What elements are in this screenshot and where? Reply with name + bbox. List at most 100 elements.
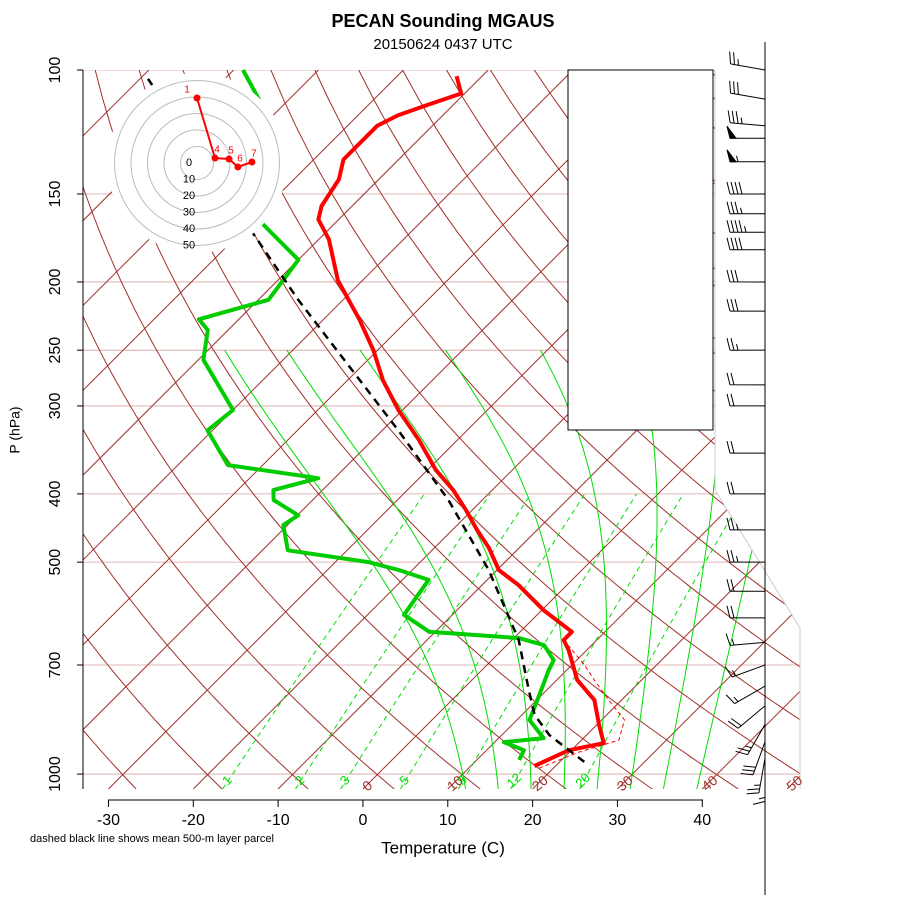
y-tick-label: 100 (47, 57, 64, 84)
note: dashed black line shows mean 500-m layer… (30, 833, 274, 845)
barb-shaft (726, 517, 766, 531)
mixing-ratio-line (399, 493, 586, 789)
wind-barb (726, 220, 766, 233)
y-tick-label: 500 (47, 549, 64, 576)
hodograph-ring (180, 146, 214, 180)
x-tick-label: -20 (182, 812, 205, 829)
moist-adiabat (359, 349, 532, 789)
dry-adiabat (358, 70, 800, 789)
profile-line (538, 639, 625, 769)
x-tick-label: 40 (693, 812, 711, 829)
barb-shaft (729, 51, 766, 71)
y-tick-label: 400 (47, 480, 64, 507)
barb-shaft (726, 440, 766, 454)
hodograph-point-label: 6 (237, 154, 243, 165)
stats-box (567, 69, 714, 431)
dry-adiabat (226, 70, 800, 789)
wind-barb (725, 685, 766, 705)
hodograph-point (211, 154, 219, 162)
hodograph-ring (114, 80, 280, 246)
isotherm (83, 70, 574, 789)
wind-barb (726, 149, 766, 163)
wind-barb (726, 125, 766, 139)
barb-shaft (726, 579, 766, 592)
wind-barb (726, 338, 766, 351)
x-tick-label: -10 (267, 812, 290, 829)
hodograph-ring-label: 50 (183, 239, 195, 251)
x-tick-label: 30 (609, 812, 627, 829)
wind-barb (727, 110, 766, 127)
dry-adiabat (83, 70, 223, 789)
barb-shaft (727, 705, 766, 729)
x-tick-label: 0 (358, 812, 367, 829)
hodograph-point-label: 7 (251, 149, 257, 160)
barb-shaft (726, 393, 766, 407)
barb-shaft (726, 220, 766, 233)
y-tick-label: 250 (47, 337, 64, 364)
x-tick-label: 10 (439, 812, 457, 829)
hodograph-ring-label: 10 (183, 173, 195, 185)
barb-shaft (726, 338, 766, 351)
isotherm (532, 70, 800, 789)
wind-barb (752, 766, 766, 805)
barb-shaft (726, 181, 766, 195)
barb-shaft (752, 766, 766, 805)
barb-shaft (726, 550, 766, 563)
dry-adiabat (270, 70, 800, 789)
y-tick-label: 700 (47, 652, 64, 679)
wind-barb (726, 237, 766, 251)
hodograph-point (248, 158, 256, 166)
wind-barb (724, 664, 766, 678)
moist-adiabat (540, 349, 607, 789)
moist-adiabat (629, 350, 658, 789)
dry-adiabat (83, 70, 309, 789)
x-tick-label: 20 (524, 812, 542, 829)
hodograph-background (107, 73, 287, 253)
hodograph-point-label: 1 (184, 85, 190, 96)
wind-barb (726, 201, 766, 215)
wind-barb (727, 705, 766, 729)
wind-barb (726, 605, 766, 619)
wind-barb (726, 269, 766, 283)
mixing-ratio-line (579, 493, 746, 789)
wind-barb (729, 51, 766, 71)
y-axis-label: P (hPa) (7, 406, 23, 453)
barb-shaft (746, 758, 766, 795)
profile-line (145, 75, 586, 763)
wind-barb (725, 633, 766, 646)
wind-barb (740, 741, 766, 776)
hodograph-point-label: 5 (228, 146, 234, 157)
hodograph-point-label: 4 (214, 145, 220, 156)
wind-barb (726, 579, 766, 592)
barb-shaft (729, 80, 766, 100)
barb-shaft (727, 110, 766, 127)
y-tick-label: 300 (47, 392, 64, 419)
hodograph-ring (163, 129, 231, 197)
barb-shaft (725, 685, 766, 705)
hodograph-point (234, 163, 242, 171)
barb-flag (726, 149, 737, 163)
hodograph-point (193, 94, 201, 102)
chart-subtitle: 20150624 0437 UTC (373, 36, 512, 53)
moist-adiabat (445, 349, 566, 789)
isotherm (83, 70, 404, 789)
wind-barb (726, 298, 766, 312)
barb-shaft (726, 269, 766, 283)
hodograph-ring-label: 30 (183, 206, 195, 218)
y-tick-label: 1000 (47, 756, 64, 792)
wind-barb (726, 440, 766, 454)
isotherm (83, 70, 659, 789)
wind-barb (726, 372, 766, 386)
wind-barb (726, 550, 766, 563)
wind-barb (726, 181, 766, 195)
x-tick-label: -30 (97, 812, 120, 829)
wind-barb (726, 481, 766, 495)
barb-shaft (725, 633, 766, 646)
isotherm (83, 70, 489, 789)
dry-adiabat (83, 70, 481, 789)
chart-title: PECAN Sounding MGAUS (332, 11, 555, 31)
barb-shaft (735, 724, 766, 756)
hodograph-ring-label: 40 (183, 223, 195, 235)
dry-adiabat (182, 70, 800, 789)
